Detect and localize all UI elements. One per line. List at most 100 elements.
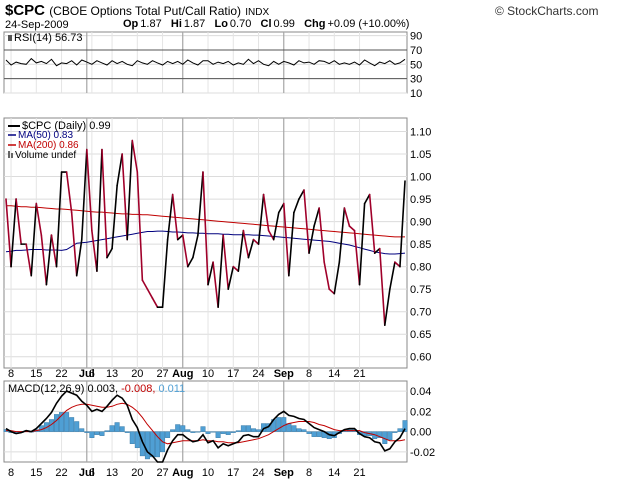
price-segment: [333, 261, 341, 295]
price-segment: [131, 139, 139, 173]
price-segment: [171, 193, 179, 241]
macd-histogram-bar: [276, 417, 282, 432]
price-segment: [257, 193, 265, 245]
price-xtick-label: 13: [106, 368, 118, 380]
price-ytick-label: 0.95: [410, 194, 431, 206]
macd-histogram-bar: [74, 421, 80, 432]
price-xtick-label: Aug: [172, 368, 193, 380]
price-xtick-label: 8: [306, 368, 312, 380]
price-segment: [373, 247, 381, 254]
macd-histogram-bar: [251, 428, 256, 432]
rsi-line: [5, 57, 406, 67]
low-label: Lo: [214, 18, 228, 30]
price-segment: [116, 153, 123, 187]
price-segment: [25, 243, 33, 277]
macd-histogram-bar: [114, 422, 120, 432]
price-segment: [70, 211, 78, 277]
macd-histogram-bar: [64, 412, 70, 432]
macd-histogram-bar: [200, 426, 206, 432]
price-xtick-label: Sep: [274, 368, 294, 380]
price-segment: [166, 193, 174, 241]
legend-price: $CPC (Daily) 0.99: [22, 120, 111, 132]
price-segment: [146, 288, 154, 299]
symbol-description: (CBOE Options Total Put/Call Ratio): [49, 4, 242, 18]
price-xtick-label: 20: [131, 368, 143, 380]
price-segment: [15, 198, 22, 245]
macd-histogram-bar: [134, 431, 140, 449]
price-xtick-label: 8: [8, 368, 14, 380]
macd-xtick-label: 22: [55, 467, 67, 479]
rsi-ytick-label: 50: [410, 59, 422, 71]
legend-volume-swatch: [11, 153, 13, 158]
price-segment: [378, 247, 386, 327]
stockcharts-brand: © StockCharts.com: [495, 4, 599, 18]
macd-histogram-bar: [89, 431, 95, 438]
close-value: 0.99: [273, 18, 295, 30]
macd-histogram-bar: [84, 431, 90, 433]
price-segment: [323, 261, 331, 290]
price-segment: [363, 193, 371, 205]
price-segment: [343, 207, 351, 227]
legend-ma200: MA(200) 0.86: [18, 140, 79, 151]
price-segment: [187, 256, 194, 268]
macd-histogram-bar: [54, 414, 59, 432]
price-segment: [358, 202, 366, 286]
macd-histogram-bar: [149, 431, 155, 458]
price-xtick-label: 24: [252, 368, 264, 380]
price-segment: [65, 171, 73, 214]
macd-xtick-label: 8: [306, 467, 312, 479]
macd-xtick-label: 20: [131, 467, 143, 479]
price-segment: [45, 234, 53, 286]
macd-histogram-bar: [59, 412, 65, 432]
macd-line: [5, 390, 406, 463]
legend-volume: Volume undef: [15, 150, 76, 161]
price-segment: [50, 234, 58, 268]
macd-title-part: -0.008,: [121, 383, 158, 395]
price-segment: [338, 207, 346, 263]
price-segment: [222, 234, 230, 290]
macd-histogram-bar: [109, 425, 115, 432]
price-ytick-label: 0.70: [410, 307, 431, 319]
macd-histogram-bar: [311, 431, 317, 437]
macd-title-part: 0.011: [158, 383, 185, 395]
macd-histogram-bar: [316, 431, 322, 437]
exchange-label: INDX: [245, 7, 270, 18]
price-segment: [141, 279, 149, 290]
price-segment: [10, 198, 17, 268]
price-segment: [383, 288, 391, 327]
high-value: 1.87: [183, 18, 206, 30]
price-ytick-label: 0.60: [410, 352, 431, 364]
price-xtick-label: 17: [227, 368, 239, 380]
macd-xtick-label: 15: [30, 467, 42, 479]
price-segment: [40, 234, 48, 286]
macd-ytick-label: -0.02: [410, 447, 435, 459]
price-segment: [212, 261, 219, 308]
macd-histogram-bar: [397, 428, 403, 432]
price-segment: [282, 202, 290, 277]
price-segment: [30, 202, 38, 277]
price-segment: [252, 238, 260, 245]
rsi-panel-frame: [3, 31, 408, 94]
price-segment: [35, 202, 43, 236]
price-segment: [272, 211, 280, 241]
macd-histogram-bar: [165, 431, 171, 438]
price-ytick-label: 0.90: [410, 217, 431, 229]
price-segment: [303, 189, 310, 254]
rsi-ytick-label: 90: [410, 31, 422, 43]
price-ytick-label: 0.65: [410, 329, 431, 341]
macd-xtick-label: Jul: [79, 467, 95, 479]
price-segment: [151, 297, 159, 308]
price-ytick-label: 0.80: [410, 262, 431, 274]
macd-histogram-bar: [245, 425, 251, 432]
price-segment: [368, 193, 376, 254]
price-segment: [242, 229, 250, 259]
legend-volume-swatch: [8, 151, 10, 158]
change-label: Chg: [304, 18, 326, 30]
quote-date: 24-Sep-2009: [5, 19, 69, 31]
macd-histogram-bar: [104, 430, 110, 432]
macd-histogram-bar: [286, 423, 292, 432]
price-segment: [106, 247, 113, 259]
price-segment: [227, 265, 235, 290]
price-segment: [126, 139, 134, 241]
